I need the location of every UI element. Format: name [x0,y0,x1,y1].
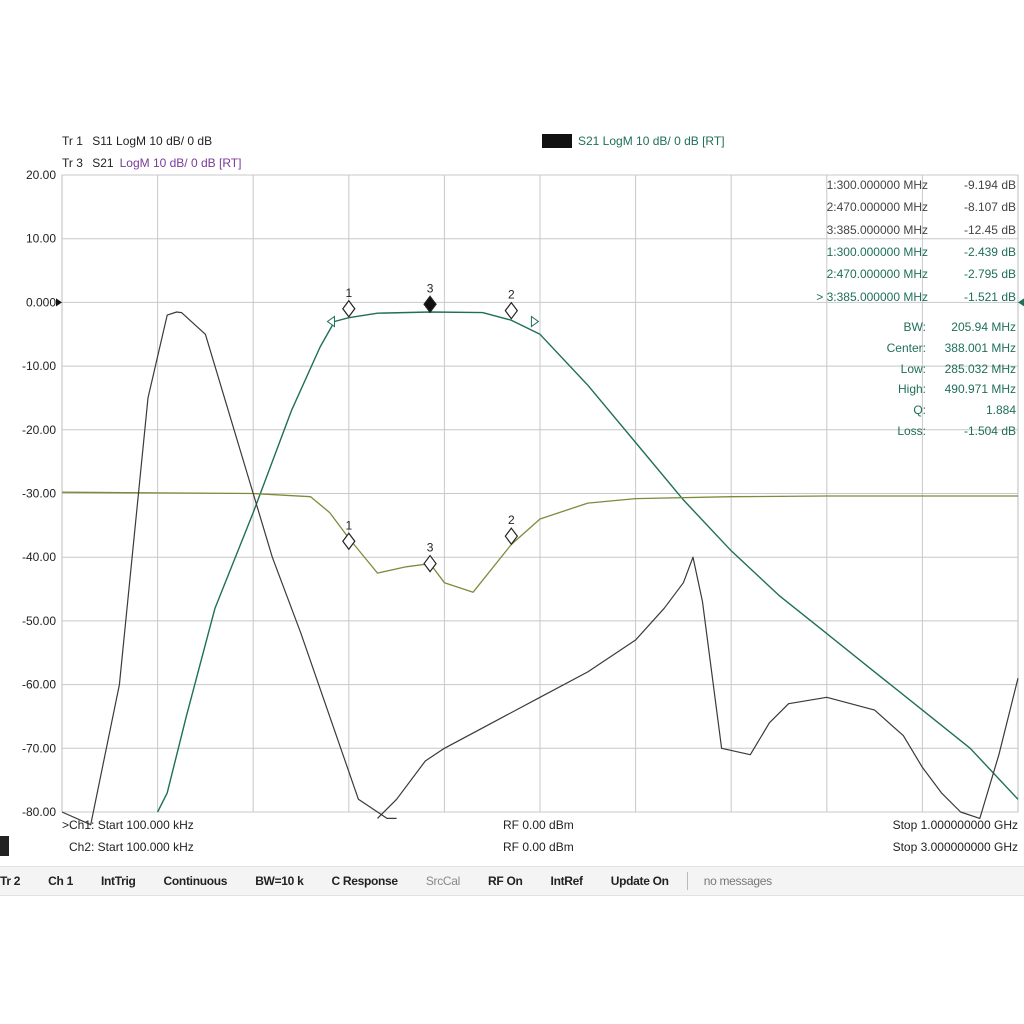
status-trace[interactable]: Tr 2 [0,874,21,888]
trace-1-header[interactable]: Tr 1 S11 LogM 10 dB/ 0 dB [62,134,218,148]
ch2-start: Ch2: Start 100.000 kHz [69,840,194,854]
trace-3-param: S21 [92,156,114,170]
trace-3-header[interactable]: Tr 3 S21 LogM 10 dB/ 0 dB [RT] [62,156,247,170]
bw-stat-label: Loss: [897,424,926,438]
marker-s21-readout-label: > 3:385.000000 MHz [816,289,928,304]
marker-s11-2 [504,527,519,546]
series-line-s21 [156,311,1019,813]
marker-s11-readout-value: -8.107 dB [963,200,1016,215]
series-line-4 [377,556,1019,820]
bw-stat-label: Q: [913,403,926,418]
marker-s21-3-label: 3 [427,281,434,295]
y-tick-label: -70.00 [22,741,56,755]
status-reference[interactable]: IntRef [550,874,584,888]
trace-1-id: Tr 1 [62,134,83,148]
bw-low-marker [326,315,335,328]
status-trigger-mode[interactable]: Continuous [163,874,228,888]
y-tick-label: -50.00 [22,614,56,628]
marker-s21-readout-value: -2.795 dB [963,267,1016,282]
bw-stat-label: High: [897,382,926,397]
reference-level-arrow [56,298,62,307]
ch1-stop: Stop 1.000000000 GHz [892,818,1018,832]
marker-s11-1-label: 1 [345,518,352,532]
status-bar: Tr 2 Ch 1 IntTrig Continuous BW=10 k C R… [0,866,1024,896]
ch1-rf-power: RF 0.00 dBm [503,818,574,832]
trace-1-format: S11 LogM 10 dB/ 0 dB [92,134,213,148]
marker-s11-1 [342,532,356,551]
marker-s21-1-label: 1 [345,286,352,300]
marker-s11-2-label: 2 [508,513,515,527]
trace-2-header[interactable]: S21 LogM 10 dB/ 0 dB [RT] [542,134,731,148]
status-update[interactable]: Update On [610,874,669,888]
bw-stat-value: 490.971 MHz [944,382,1016,397]
y-tick-label: -10.00 [22,359,56,373]
status-channel[interactable]: Ch 1 [48,874,73,888]
y-tick-label: -60.00 [22,678,56,692]
trace-2-format: S21 LogM 10 dB/ 0 dB [RT] [578,134,725,148]
y-tick-label: 0.000 [26,295,56,309]
marker-s21-readout-value: -1.521 dB [963,289,1016,304]
ch2-rf-power: RF 0.00 dBm [503,840,574,854]
ch2-stop: Stop 3.000000000 GHz [892,840,1018,854]
bw-stat-label: Center: [886,340,926,355]
status-trigger-source[interactable]: IntTrig [100,874,136,888]
status-correction[interactable]: C Response [331,874,398,888]
bw-stat-value: 205.94 MHz [951,320,1016,334]
bw-stat-value: -1.504 dB [963,424,1016,438]
marker-s11-readout-label: 1:300.000000 MHz [826,178,928,192]
marker-s21-readout-label: 1:300.000000 MHz [826,244,928,259]
marker-s11-readout-label: 3:385.000000 MHz [826,222,928,237]
bw-high-marker [530,315,540,328]
status-source-cal[interactable]: SrcCal [425,874,461,888]
trace-3-id: Tr 3 [62,156,83,170]
marker-s21-2 [504,301,519,320]
y-tick-label: -40.00 [22,550,56,564]
marker-s11-3-label: 3 [427,541,434,555]
reference-level-arrow [1018,298,1024,307]
y-tick-label: 10.00 [26,232,56,246]
bw-stat-value: 285.032 MHz [944,361,1016,376]
marker-s11-3 [423,554,437,573]
marker-s11-readout-value: -12.45 dB [963,222,1016,237]
bw-stat-value: 388.001 MHz [944,340,1016,355]
marker-s21-1 [342,299,356,318]
y-tick-label: 20.00 [26,168,56,182]
marker-s21-readout-label: 2:470.000000 MHz [826,267,928,282]
bw-stat-label: BW: [903,320,926,334]
y-tick-label: -20.00 [22,423,56,437]
trace-2-color-swatch [542,134,572,148]
y-tick-label: -30.00 [22,487,56,501]
series-line-3 [61,311,397,826]
marker-s11-readout-value: -9.194 dB [963,178,1016,192]
marker-s11-readout-label: 2:470.000000 MHz [826,200,928,215]
bw-stat-value: 1.884 [985,403,1016,418]
series-line-s11 [61,491,1018,593]
bw-stat-label: Low: [900,361,926,376]
marker-s21-readout-value: -2.439 dB [963,244,1016,259]
status-if-bandwidth[interactable]: BW=10 k [255,874,304,888]
side-panel-tab[interactable] [0,836,9,856]
marker-s21-3 [423,295,437,314]
status-rf-power[interactable]: RF On [488,874,523,888]
trace-3-format: LogM 10 dB/ 0 dB [RT] [119,156,242,170]
y-tick-label: -80.00 [22,805,56,819]
marker-s21-2-label: 2 [508,288,515,302]
status-divider [686,872,688,890]
status-message: no messages [703,874,772,888]
ch1-start: >Ch1: Start 100.000 kHz [62,818,194,832]
